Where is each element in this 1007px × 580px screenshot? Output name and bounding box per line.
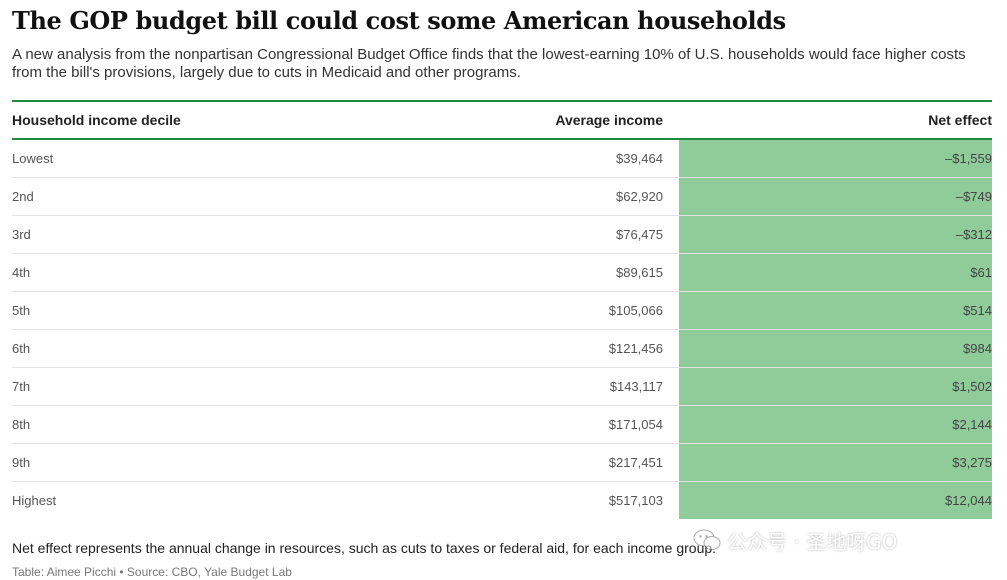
income-cell: $143,117 (609, 378, 663, 394)
table-row: 2nd $62,920 –$749 (12, 177, 992, 215)
decile-cell: 8th (12, 416, 31, 432)
table-header-row: Household income decile Average income N… (12, 101, 992, 139)
net-effect-cell: $3,275 (679, 443, 992, 481)
decile-cell: Highest (12, 492, 57, 508)
income-cell: $517,103 (608, 492, 663, 508)
income-cell: $217,451 (608, 454, 663, 470)
table-row: 3rd $76,475 –$312 (12, 215, 992, 253)
decile-cell: 2nd (12, 188, 34, 204)
decile-cell: 7th (12, 378, 31, 394)
watermark: 公众号 · 圣地呀GO (693, 525, 897, 555)
decile-cell: 6th (12, 340, 31, 356)
income-cell: $89,615 (616, 264, 663, 280)
income-cell: $121,456 (608, 340, 663, 356)
net-effect-cell: $61 (679, 253, 992, 291)
net-effect-cell: $2,144 (679, 405, 992, 443)
table-row: 4th $89,615 $61 (12, 253, 992, 291)
footnote: Net effect represents the annual change … (12, 540, 717, 556)
watermark-text: 公众号 · 圣地呀GO (727, 529, 898, 554)
income-cell: $105,066 (608, 302, 663, 318)
table-row: 6th $121,456 $984 (12, 329, 992, 367)
data-table: Household income decile Average income N… (12, 100, 992, 519)
net-effect-cell: $1,502 (679, 367, 992, 405)
income-cell: $62,920 (616, 188, 663, 204)
net-effect-cell: –$749 (679, 177, 992, 215)
chart-title: The GOP budget bill could cost some Amer… (12, 6, 786, 35)
decile-cell: 4th (12, 264, 31, 280)
net-effect-cell: –$1,559 (679, 139, 992, 177)
table-row: 7th $143,117 $1,502 (12, 367, 992, 405)
decile-cell: Lowest (12, 150, 54, 166)
net-effect-cell: $984 (679, 329, 992, 367)
net-effect-cell: $514 (679, 291, 992, 329)
net-effect-cell: –$312 (679, 215, 992, 253)
table-row: Lowest $39,464 –$1,559 (12, 139, 992, 177)
table-row: Highest $517,103 $12,044 (12, 481, 992, 519)
net-effect-cell: $12,044 (679, 481, 992, 519)
income-cell: $39,464 (616, 150, 663, 166)
table-row: 9th $217,451 $3,275 (12, 443, 992, 481)
decile-cell: 3rd (12, 226, 31, 242)
column-header-income: Average income (555, 112, 663, 128)
table-body: Lowest $39,464 –$1,559 2nd $62,920 –$749 3rd $7… (12, 139, 992, 519)
decile-cell: 9th (12, 454, 31, 470)
income-cell: $171,054 (608, 416, 663, 432)
credit-line: Table: Aimee Picchi • Source: CBO, Yale … (12, 565, 292, 579)
decile-cell: 5th (12, 302, 31, 318)
table-row: 5th $105,066 $514 (12, 291, 992, 329)
column-header-net-effect: Net effect (928, 112, 992, 128)
table-row: 8th $171,054 $2,144 (12, 405, 992, 443)
chart-subtitle: A new analysis from the nonpartisan Cong… (12, 46, 966, 81)
wechat-icon (693, 529, 721, 550)
column-header-decile: Household income decile (12, 112, 181, 128)
income-cell: $76,475 (616, 226, 663, 242)
